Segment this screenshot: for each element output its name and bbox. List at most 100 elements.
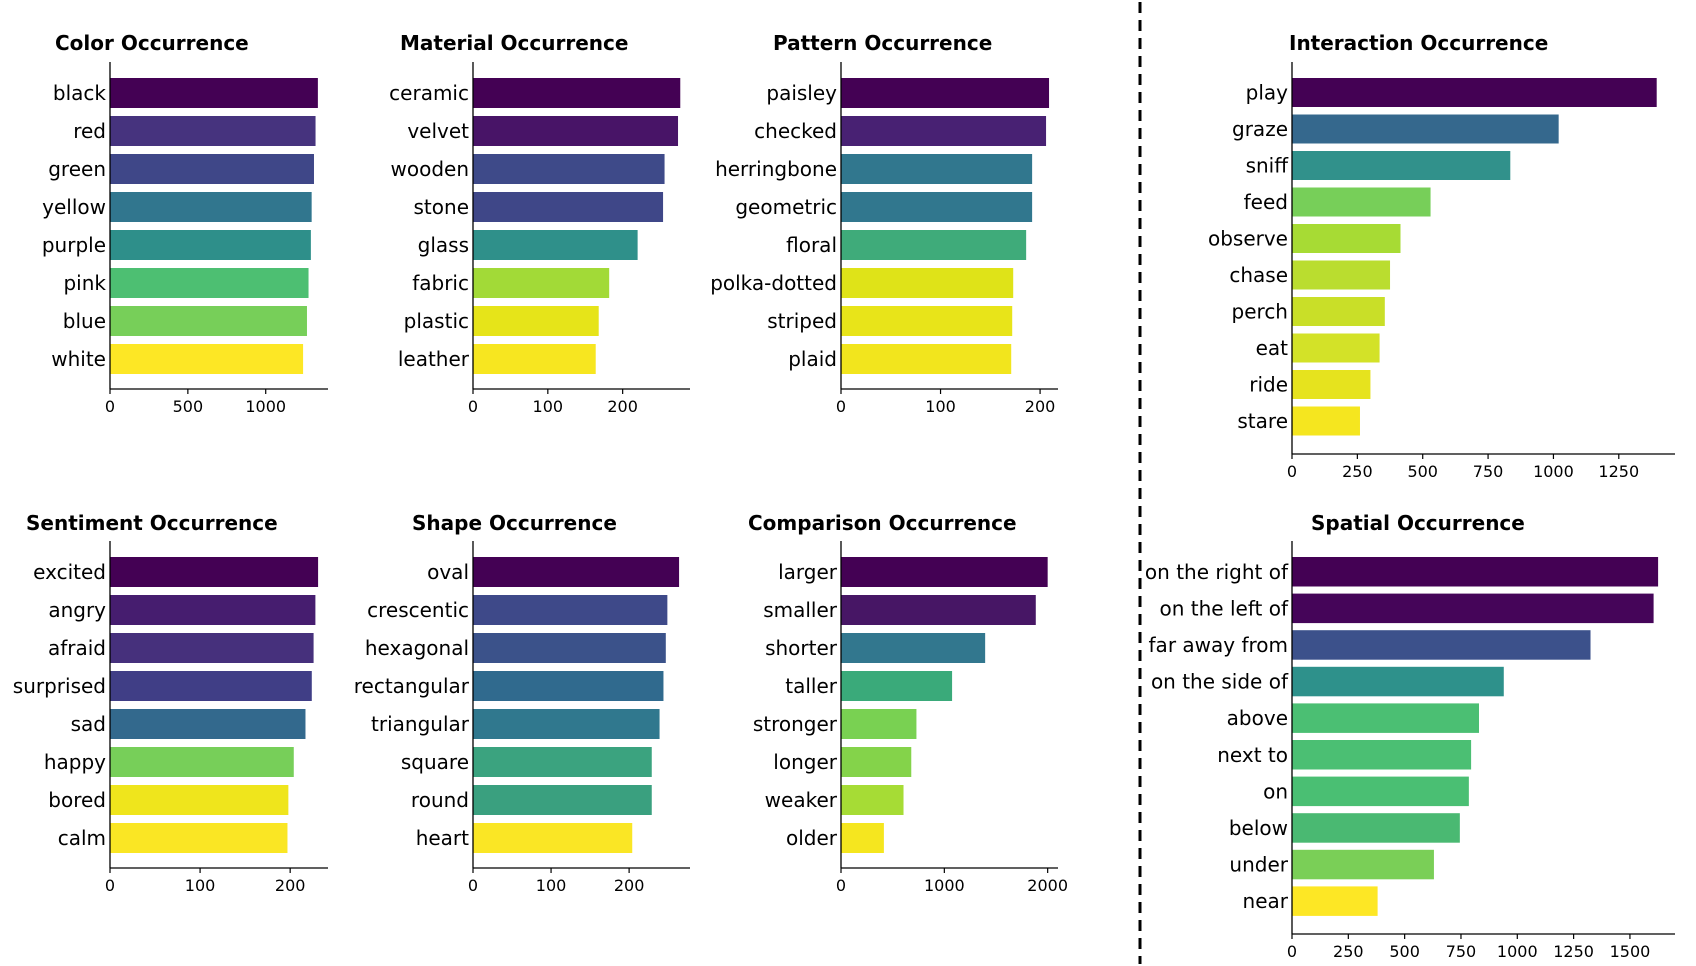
- shape-bar-square: [473, 747, 652, 777]
- material-category-label: stone: [414, 195, 469, 219]
- spatial-category-label: under: [1229, 853, 1288, 877]
- pattern-chart-title: Pattern Occurrence: [773, 31, 992, 55]
- pattern-bar-herringbone: [841, 154, 1033, 184]
- material-category-label: glass: [418, 233, 469, 257]
- pattern-chart: Pattern Occurrence paisley checked herringb…: [710, 31, 1058, 416]
- interaction-bar-eat: [1292, 333, 1380, 363]
- spatial-bar-on-the-side-of: [1292, 666, 1504, 697]
- interaction-category-label: stare: [1237, 409, 1288, 433]
- interaction-x-tick-label: 1000: [1533, 462, 1574, 481]
- interaction-bar-chase: [1292, 260, 1391, 290]
- sentiment-bar-angry: [110, 595, 316, 625]
- sentiment-x-tick-label: 200: [275, 876, 306, 895]
- spatial-bar-above: [1292, 703, 1479, 733]
- material-bar-wooden: [473, 154, 665, 184]
- sentiment-bar-calm: [110, 823, 288, 853]
- sentiment-category-label: surprised: [13, 674, 106, 698]
- interaction-x-tick-label: 1250: [1598, 462, 1639, 481]
- pattern-category-label: geometric: [735, 195, 837, 219]
- comparison-bar-longer: [841, 747, 912, 777]
- sentiment-category-label: afraid: [48, 636, 106, 660]
- sentiment-x-tick-label: 100: [185, 876, 216, 895]
- interaction-bar-observe: [1292, 224, 1401, 253]
- material-category-label: fabric: [412, 271, 469, 295]
- pattern-category-label: checked: [754, 119, 837, 143]
- comparison-category-label: older: [786, 826, 838, 850]
- sentiment-category-label: calm: [58, 826, 106, 850]
- interaction-chart: Interaction Occurrence play graze sniff feed…: [1208, 31, 1675, 481]
- interaction-x-tick-label: 250: [1342, 462, 1373, 481]
- spatial-x-tick-label: 1500: [1610, 942, 1651, 961]
- interaction-x-tick-label: 750: [1473, 462, 1504, 481]
- color-bar-red: [110, 116, 316, 146]
- interaction-chart-title: Interaction Occurrence: [1289, 31, 1548, 55]
- comparison-bar-shorter: [841, 633, 986, 663]
- interaction-category-label: eat: [1256, 336, 1289, 360]
- spatial-bar-under: [1292, 849, 1434, 880]
- spatial-bar-on-the-right-of: [1292, 557, 1659, 587]
- shape-category-label: triangular: [371, 712, 470, 736]
- spatial-x-tick-label: 750: [1446, 942, 1477, 961]
- color-chart: Color Occurrence black red green yellow purpl…: [42, 31, 328, 416]
- shape-bar-hexagonal: [473, 633, 666, 663]
- material-category-label: velvet: [407, 119, 469, 143]
- sentiment-bar-bored: [110, 785, 289, 815]
- pattern-x-tick-label: 0: [836, 397, 846, 416]
- comparison-bar-taller: [841, 671, 953, 701]
- pattern-bar-paisley: [841, 78, 1050, 108]
- sentiment-bar-sad: [110, 709, 306, 739]
- color-category-label: yellow: [42, 195, 106, 219]
- comparison-category-label: smaller: [763, 598, 838, 622]
- spatial-x-tick-label: 0: [1287, 942, 1297, 961]
- material-x-tick-label: 0: [468, 397, 478, 416]
- comparison-bar-smaller: [841, 595, 1036, 625]
- material-x-tick-label: 100: [533, 397, 564, 416]
- shape-category-label: round: [411, 788, 469, 812]
- spatial-bar-next-to: [1292, 740, 1472, 770]
- sentiment-chart: Sentiment Occurrence excited angry afraid su…: [13, 511, 328, 895]
- spatial-bar-below: [1292, 813, 1460, 843]
- pattern-bar-floral: [841, 230, 1027, 260]
- pattern-x-tick-label: 100: [925, 397, 956, 416]
- material-bar-fabric: [473, 268, 610, 298]
- interaction-category-label: graze: [1232, 117, 1288, 141]
- comparison-bar-older: [841, 823, 884, 853]
- spatial-x-tick-label: 250: [1333, 942, 1364, 961]
- interaction-category-label: feed: [1244, 190, 1288, 214]
- sentiment-bar-surprised: [110, 671, 312, 701]
- sentiment-category-label: sad: [71, 712, 106, 736]
- interaction-bar-play: [1292, 78, 1657, 107]
- spatial-chart-title: Spatial Occurrence: [1311, 511, 1525, 535]
- comparison-x-tick-label: 0: [836, 876, 846, 895]
- comparison-category-label: taller: [785, 674, 838, 698]
- comparison-x-tick-label: 1000: [924, 876, 965, 895]
- material-bar-stone: [473, 192, 664, 222]
- pattern-category-label: polka-dotted: [710, 271, 837, 295]
- pattern-category-label: floral: [786, 233, 837, 257]
- sentiment-bar-excited: [110, 557, 319, 587]
- shape-category-label: hexagonal: [365, 636, 469, 660]
- spatial-category-label: on the side of: [1151, 670, 1289, 694]
- comparison-category-label: larger: [778, 560, 838, 584]
- interaction-bar-sniff: [1292, 151, 1511, 180]
- color-bar-pink: [110, 268, 309, 298]
- comparison-x-tick-label: 2000: [1027, 876, 1068, 895]
- shape-category-label: crescentic: [367, 598, 469, 622]
- spatial-bar-on: [1292, 776, 1469, 807]
- comparison-chart-title: Comparison Occurrence: [748, 511, 1017, 535]
- sentiment-category-label: excited: [33, 560, 106, 584]
- interaction-bar-feed: [1292, 187, 1431, 217]
- comparison-category-label: weaker: [765, 788, 838, 812]
- comparison-bar-weaker: [841, 785, 904, 815]
- spatial-category-label: above: [1227, 706, 1288, 730]
- spatial-category-label: on: [1263, 779, 1288, 803]
- spatial-bar-on-the-left-of: [1292, 593, 1654, 624]
- pattern-category-label: striped: [767, 309, 837, 333]
- interaction-category-label: perch: [1232, 300, 1288, 324]
- sentiment-category-label: bored: [48, 788, 106, 812]
- interaction-bar-perch: [1292, 297, 1385, 326]
- shape-bar-round: [473, 785, 652, 815]
- material-bar-velvet: [473, 116, 679, 146]
- shape-category-label: oval: [427, 560, 469, 584]
- interaction-category-label: chase: [1229, 263, 1288, 287]
